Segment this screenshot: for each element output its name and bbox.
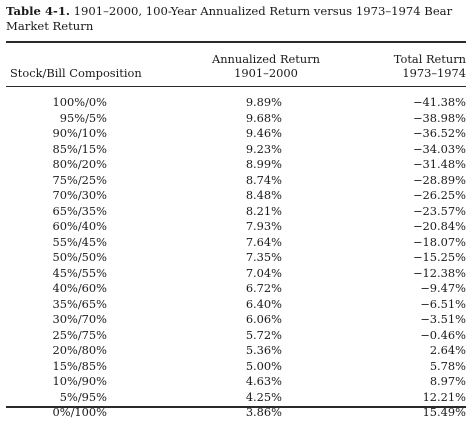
composition-cell: 10%/90%: [52, 374, 107, 388]
total-return-cell: −36.52%: [413, 126, 466, 140]
total-return-cell: 12.21%: [422, 389, 466, 404]
table-body: 100%/0% 9.89% −41.38% 95%/5% 9.68% −38.98% 90%…: [0, 95, 472, 421]
header-rule: [6, 86, 466, 87]
header-annualized-line1: Annualized Return: [212, 52, 320, 66]
composition-cell: 25%/75%: [52, 327, 107, 342]
total-return-cell: −26.25%: [413, 188, 466, 202]
total-return-cell: −34.03%: [413, 141, 466, 156]
composition-cell: 65%/35%: [52, 203, 107, 218]
table-row: 95%/5% 9.68% −38.98%: [0, 111, 472, 127]
annualized-return-cell: 8.99%: [245, 157, 282, 171]
total-return-cell: −23.57%: [413, 203, 466, 218]
composition-cell: 20%/80%: [52, 343, 107, 357]
annualized-return-cell: 4.25%: [245, 389, 282, 404]
table-row: 25%/75% 5.72% −0.46%: [0, 328, 472, 344]
total-return-cell: −6.51%: [420, 296, 466, 311]
composition-cell: 75%/25%: [52, 172, 107, 187]
total-return-cell: −38.98%: [413, 110, 466, 125]
composition-cell: 35%/65%: [52, 296, 107, 311]
table-row: 60%/40% 7.93% −20.84%: [0, 219, 472, 235]
annualized-return-cell: 9.89%: [245, 95, 282, 109]
table-row: 35%/65% 6.40% −6.51%: [0, 297, 472, 313]
table-row: 70%/30% 8.48% −26.25%: [0, 188, 472, 204]
total-return-cell: −18.07%: [413, 234, 466, 249]
composition-cell: 95%/5%: [59, 110, 107, 125]
annualized-return-cell: 7.04%: [245, 265, 282, 280]
total-return-cell: −15.25%: [413, 250, 466, 264]
annualized-return-cell: 6.72%: [245, 281, 282, 295]
composition-cell: 100%/0%: [52, 95, 107, 109]
total-return-cell: 8.97%: [429, 374, 466, 388]
table-row: 5%/95% 4.25% 12.21%: [0, 390, 472, 406]
total-return-cell: −28.89%: [413, 172, 466, 187]
annualized-return-cell: 7.35%: [245, 250, 282, 264]
table-row: 10%/90% 4.63% 8.97%: [0, 374, 472, 390]
table-row: 55%/45% 7.64% −18.07%: [0, 235, 472, 251]
header-annualized-line2: 1901–2000: [234, 66, 298, 80]
annualized-return-cell: 8.21%: [245, 203, 282, 218]
table-row: 90%/10% 9.46% −36.52%: [0, 126, 472, 142]
composition-cell: 80%/20%: [52, 157, 107, 171]
total-return-cell: −3.51%: [420, 312, 466, 326]
composition-cell: 55%/45%: [52, 234, 107, 249]
annualized-return-cell: 6.06%: [245, 312, 282, 326]
composition-cell: 50%/50%: [52, 250, 107, 264]
total-return-cell: −0.46%: [420, 327, 466, 342]
composition-cell: 60%/40%: [52, 219, 107, 233]
table-row: 65%/35% 8.21% −23.57%: [0, 204, 472, 220]
total-return-cell: −20.84%: [413, 219, 466, 233]
composition-cell: 30%/70%: [52, 312, 107, 326]
annualized-return-cell: 9.46%: [245, 126, 282, 140]
table-number: Table 4-1.: [6, 4, 70, 18]
composition-cell: 70%/30%: [52, 188, 107, 202]
total-return-cell: 5.78%: [429, 358, 466, 373]
table-row: 40%/60% 6.72% −9.47%: [0, 281, 472, 297]
table-row: 100%/0% 9.89% −41.38%: [0, 95, 472, 111]
annualized-return-cell: 7.64%: [245, 234, 282, 249]
total-return-cell: 2.64%: [429, 343, 466, 357]
annualized-return-cell: 8.74%: [245, 172, 282, 187]
composition-cell: 85%/15%: [52, 141, 107, 156]
annualized-return-cell: 7.93%: [245, 219, 282, 233]
annualized-return-cell: 6.40%: [245, 296, 282, 311]
table-row: 30%/70% 6.06% −3.51%: [0, 312, 472, 328]
annualized-return-cell: 5.36%: [245, 343, 282, 357]
table-row: 85%/15% 9.23% −34.03%: [0, 142, 472, 158]
annualized-return-cell: 9.23%: [245, 141, 282, 156]
table-title: 1901–2000, 100-Year Annualized Return ve…: [6, 4, 453, 33]
annualized-return-cell: 8.48%: [245, 188, 282, 202]
top-rule: [6, 41, 466, 43]
total-return-cell: −41.38%: [413, 95, 466, 109]
annualized-return-cell: 5.00%: [245, 358, 282, 373]
annualized-return-cell: 5.72%: [245, 327, 282, 342]
composition-cell: 90%/10%: [52, 126, 107, 140]
total-return-cell: −31.48%: [413, 157, 466, 171]
header-total-return: Total Return 1973–1974: [366, 52, 466, 80]
header-total-line2: 1973–1974: [402, 66, 466, 80]
composition-cell: 5%/95%: [59, 389, 107, 404]
total-return-cell: −9.47%: [420, 281, 466, 295]
table-row: 20%/80% 5.36% 2.64%: [0, 343, 472, 359]
table-row: 75%/25% 8.74% −28.89%: [0, 173, 472, 189]
composition-cell: 45%/55%: [52, 265, 107, 280]
total-return-cell: −12.38%: [413, 265, 466, 280]
header-total-line1: Total Return: [393, 52, 466, 66]
table-row: 50%/50% 7.35% −15.25%: [0, 250, 472, 266]
header-composition: Stock/Bill Composition: [10, 66, 142, 80]
composition-cell: 40%/60%: [52, 281, 107, 295]
composition-cell: 15%/85%: [52, 358, 107, 373]
table-row: 15%/85% 5.00% 5.78%: [0, 359, 472, 375]
table-caption: Table 4-1. 1901–2000, 100-Year Annualize…: [6, 4, 466, 34]
annualized-return-cell: 9.68%: [245, 110, 282, 125]
table-row: 80%/20% 8.99% −31.48%: [0, 157, 472, 173]
annualized-return-cell: 4.63%: [245, 374, 282, 388]
bottom-rule: [6, 406, 466, 408]
header-annualized-return: Annualized Return 1901–2000: [196, 52, 336, 80]
table-row: 45%/55% 7.04% −12.38%: [0, 266, 472, 282]
